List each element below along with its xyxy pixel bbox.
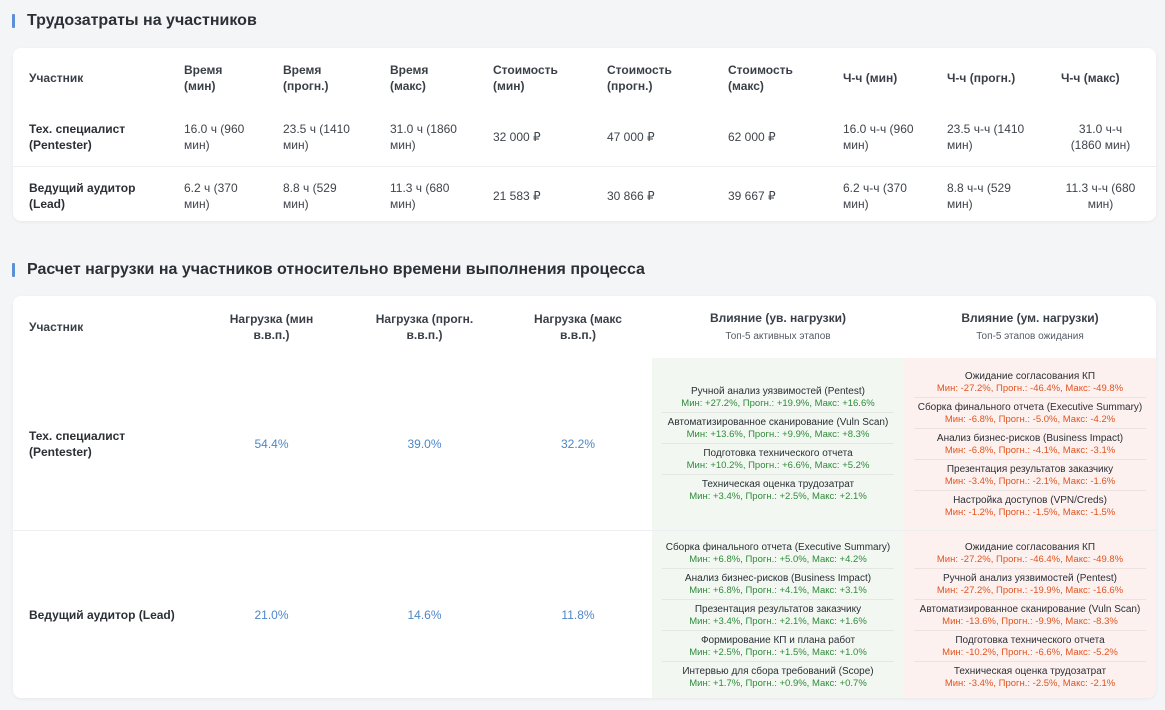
impact-item: Подготовка технического отчета Мин: -10.2…	[914, 631, 1146, 663]
column-header: Участник	[29, 71, 84, 85]
table-cell: 21 583 ₽	[477, 166, 591, 221]
load-value: 14.6%	[345, 529, 504, 698]
impact-item: Презентация результатов заказчику Мин: +3…	[662, 600, 894, 632]
column-header: Ч-ч (мин)	[843, 71, 898, 85]
column-subheader: Топ-5 этапов ожидания	[976, 330, 1084, 342]
impact-item: Ручной анализ уязвимостей (Pentest) Мин: …	[914, 569, 1146, 601]
impact-item: Формирование КП и плана работ Мин: +2.5%,…	[662, 631, 894, 663]
table-cell: 8.8 ч-ч (529 мин)	[931, 166, 1045, 221]
impact-item: Интервью для сбора требований (Scope) Мин…	[682, 666, 874, 690]
title-accent-bar	[12, 14, 15, 28]
table-cell: 23.5 ч (1410 мин)	[283, 122, 350, 152]
participant-name: Тех. специалист (Pentester)	[29, 122, 126, 152]
column-header: Ч-ч (макс)	[1061, 71, 1120, 85]
impact-decrease-cell: Ожидание согласования КП Мин: -27.2%, Про…	[904, 358, 1156, 530]
table-header-row: Участник Время (мин) Время (прогн.) Врем…	[13, 48, 1156, 108]
table-cell: 6.2 ч-ч (370 мин)	[827, 166, 931, 221]
column-header: Время (макс)	[390, 63, 429, 93]
impact-item: Сборка финального отчета (Executive Summ…	[662, 538, 894, 570]
table-cell: 16.0 ч (960 мин)	[184, 122, 245, 152]
table-cell: 16.0 ч-ч (960 мин)	[843, 122, 914, 152]
participant-name: Ведущий аудитор (Lead)	[13, 529, 198, 698]
labor-costs-table: Участник Время (мин) Время (прогн.) Врем…	[13, 48, 1156, 221]
load-value: 54.4%	[254, 436, 289, 451]
participant-name: Ведущий аудитор (Lead)	[13, 166, 168, 221]
column-header: Нагрузка (мин в.в.п.)	[229, 312, 314, 342]
column-header: Участник	[29, 320, 84, 334]
table-header-row: Участник Нагрузка (мин в.в.п.) Нагрузка …	[13, 296, 1156, 358]
column-header: Стоимость (мин)	[493, 63, 558, 93]
table-row: Ведущий аудитор (Lead) 6.2 ч (370 мин) 8…	[13, 166, 1156, 221]
table-cell: 31.0 ч-ч (1860 мин)	[1070, 122, 1131, 152]
column-header: Время (мин)	[184, 63, 223, 93]
table-cell: 6.2 ч (370 мин)	[168, 166, 267, 221]
impact-decrease-cell: Ожидание согласования КП Мин: -27.2%, Про…	[904, 529, 1156, 698]
table-cell: 47 000 ₽	[607, 130, 655, 144]
impact-item: Техническая оценка трудозатрат Мин: +3.4%…	[689, 479, 867, 503]
table-row: Тех. специалист (Pentester) 16.0 ч (960 …	[13, 108, 1156, 167]
impact-item: Настройка доступов (VPN/Creds) Мин: -1.2%…	[944, 494, 1116, 518]
impact-item: Анализ бизнес-рисков (Business Impact) Ми…	[662, 569, 894, 601]
impact-item: Подготовка технического отчета Мин: +10.2…	[662, 444, 894, 476]
column-header: Влияние (ув. нагрузки) Топ-5 активных эт…	[652, 296, 904, 358]
column-header: Ч-ч (прогн.)	[947, 71, 1016, 85]
labor-costs-title: Трудозатраты на участников	[12, 12, 257, 30]
participant-name: Тех. специалист (Pentester)	[29, 428, 126, 459]
load-value: 21.0%	[198, 529, 345, 698]
impact-increase-cell: Сборка финального отчета (Executive Summ…	[652, 529, 904, 698]
table-cell: 31.0 ч (1860 мин)	[390, 122, 457, 152]
load-value: 32.2%	[560, 436, 596, 451]
workload-table: Участник Нагрузка (мин в.в.п.) Нагрузка …	[13, 296, 1156, 698]
impact-item: Автоматизированное сканирование (Vuln Sc…	[662, 413, 894, 445]
impact-item: Презентация результатов заказчику Мин: -3…	[914, 460, 1146, 491]
table-row: Тех. специалист (Pentester) 54.4% 39.0% …	[13, 358, 1156, 530]
table-cell: 23.5 ч-ч (1410 мин)	[947, 122, 1025, 152]
title-accent-bar	[12, 263, 15, 277]
impact-item: Ручной анализ уязвимостей (Pentest) Мин: …	[662, 382, 894, 414]
table-cell: 11.3 ч-ч (680 мин)	[1045, 166, 1156, 221]
table-cell: 30 866 ₽	[591, 166, 712, 221]
impact-item: Техническая оценка трудозатрат Мин: -3.4%…	[944, 666, 1116, 690]
workload-card: Участник Нагрузка (мин в.в.п.) Нагрузка …	[13, 296, 1156, 698]
impact-item: Автоматизированное сканирование (Vuln Sc…	[914, 600, 1146, 632]
column-header: Стоимость (прогн.)	[607, 63, 672, 93]
impact-increase-cell: Ручной анализ уязвимостей (Pentest) Мин: …	[652, 358, 904, 530]
load-value: 11.8%	[504, 529, 652, 698]
column-header: Влияние (ум. нагрузки) Топ-5 этапов ожид…	[904, 296, 1156, 358]
table-cell: 8.8 ч (529 мин)	[267, 166, 374, 221]
impact-item: Ожидание согласования КП Мин: -27.2%, Про…	[914, 538, 1146, 570]
column-header: Стоимость (макс)	[728, 63, 793, 93]
load-value: 39.0%	[407, 436, 442, 451]
workload-title: Расчет нагрузки на участников относитель…	[12, 261, 645, 279]
table-cell: 62 000 ₽	[728, 130, 776, 144]
column-header: Нагрузка (макс в.в.п.)	[534, 312, 622, 342]
column-subheader: Топ-5 активных этапов	[725, 330, 831, 342]
column-header: Время (прогн.)	[283, 63, 329, 93]
column-header: Нагрузка (прогн. в.в.п.)	[375, 312, 474, 342]
impact-item: Сборка финального отчета (Executive Summ…	[914, 398, 1146, 429]
table-cell: 32 000 ₽	[493, 130, 541, 144]
impact-item: Анализ бизнес-рисков (Business Impact) Ми…	[914, 429, 1146, 460]
labor-costs-card: Участник Время (мин) Время (прогн.) Врем…	[13, 48, 1156, 221]
table-row: Ведущий аудитор (Lead) 21.0% 14.6% 11.8%…	[13, 529, 1156, 698]
table-cell: 11.3 ч (680 мин)	[374, 166, 477, 221]
impact-item: Ожидание согласования КП Мин: -27.2%, Про…	[914, 367, 1146, 398]
table-cell: 39 667 ₽	[712, 166, 827, 221]
